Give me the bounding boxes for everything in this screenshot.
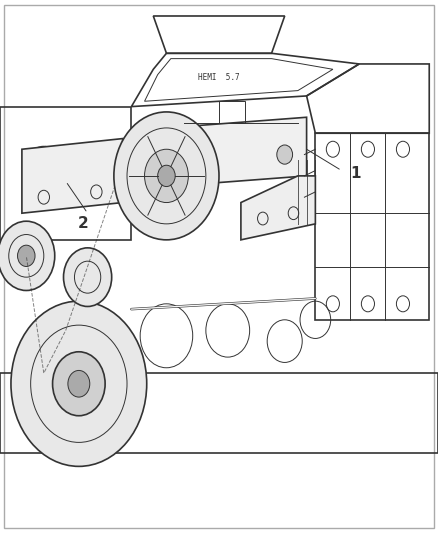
Circle shape — [11, 301, 147, 466]
Circle shape — [277, 145, 293, 164]
Text: 2: 2 — [78, 216, 88, 231]
Circle shape — [53, 352, 105, 416]
Circle shape — [24, 147, 64, 195]
Circle shape — [158, 165, 175, 187]
Circle shape — [145, 149, 188, 203]
Circle shape — [0, 221, 55, 290]
Text: HEMI  5.7: HEMI 5.7 — [198, 73, 240, 82]
Circle shape — [68, 370, 90, 397]
Text: 1: 1 — [350, 166, 361, 181]
Circle shape — [18, 245, 35, 266]
Polygon shape — [166, 117, 307, 187]
Polygon shape — [241, 176, 315, 240]
Circle shape — [114, 112, 219, 240]
Circle shape — [64, 248, 112, 306]
Polygon shape — [22, 139, 123, 213]
